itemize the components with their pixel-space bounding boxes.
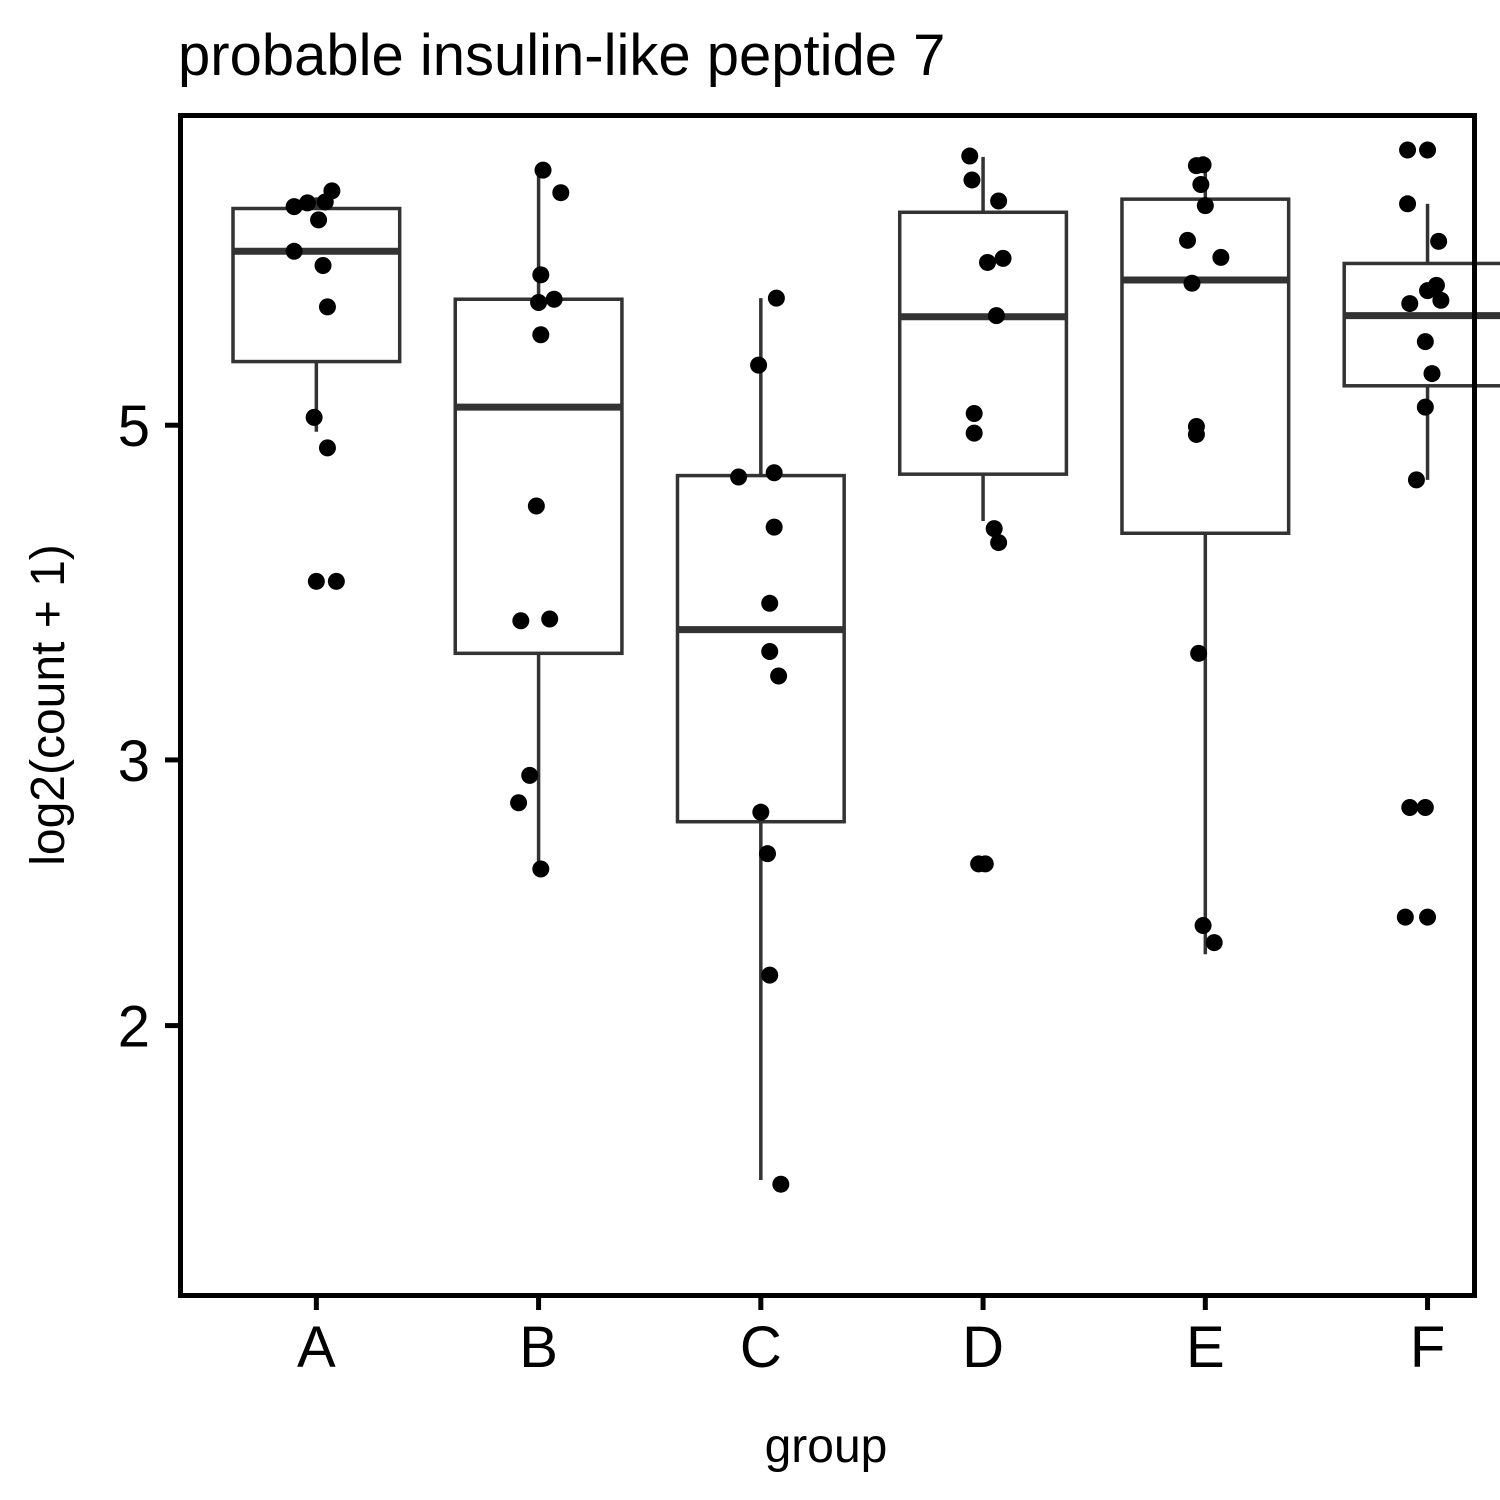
data-point-B-20 (541, 610, 559, 628)
chart-title: probable insulin-like peptide 7 (178, 23, 945, 88)
data-point-B-15 (545, 290, 563, 308)
data-point-A-7 (318, 298, 336, 316)
data-point-F-71 (1407, 471, 1425, 489)
box-A (231, 206, 402, 364)
x-axis: A B C D E F (297, 1294, 1445, 1380)
data-point-A-3 (323, 182, 341, 200)
data-point-F-62 (1399, 195, 1417, 213)
y-tick-label-3: 3 (118, 729, 150, 794)
data-point-F-72 (1401, 798, 1419, 816)
data-point-B-18 (527, 497, 545, 515)
data-point-E-53 (1212, 248, 1230, 266)
data-point-F-65 (1419, 282, 1437, 300)
data-point-A-11 (327, 572, 345, 590)
data-point-B-17 (532, 326, 550, 344)
data-point-F-68 (1416, 333, 1434, 351)
data-point-C-31 (770, 667, 788, 685)
data-point-C-33 (758, 845, 776, 863)
data-point-B-19 (512, 612, 530, 630)
data-point-F-63 (1430, 232, 1448, 250)
points-layer (285, 141, 1450, 1193)
data-point-D-43 (965, 424, 983, 442)
x-axis-title: group (765, 1420, 888, 1473)
boxes-layer (231, 156, 1500, 1181)
data-point-D-39 (979, 253, 997, 271)
x-tick-label-B: B (519, 1315, 558, 1380)
data-point-C-25 (750, 356, 768, 374)
data-point-F-67 (1432, 291, 1450, 309)
data-point-D-47 (976, 855, 994, 873)
data-point-F-73 (1416, 798, 1434, 816)
data-point-B-23 (532, 860, 550, 878)
data-point-B-12 (534, 161, 552, 179)
data-point-F-75 (1419, 908, 1437, 926)
x-tick-label-F: F (1410, 1315, 1445, 1380)
data-point-D-41 (987, 307, 1005, 325)
data-point-B-21 (521, 766, 539, 784)
data-point-C-32 (752, 803, 770, 821)
data-point-D-37 (963, 171, 981, 189)
data-point-F-70 (1416, 398, 1434, 416)
data-point-E-52 (1179, 231, 1197, 249)
data-point-C-29 (761, 594, 779, 612)
box-B (453, 297, 624, 656)
data-point-C-34 (761, 966, 779, 984)
data-point-E-58 (1194, 917, 1212, 935)
y-axis: 2 3 5 (118, 394, 181, 1060)
data-point-E-51 (1196, 197, 1214, 215)
data-point-D-36 (961, 147, 979, 165)
data-point-A-9 (318, 439, 336, 457)
box-E (1120, 197, 1291, 535)
data-point-C-28 (765, 518, 783, 536)
data-point-B-22 (510, 794, 528, 812)
data-point-B-13 (552, 184, 570, 202)
y-tick-label-5: 5 (118, 394, 150, 459)
box-D (897, 210, 1069, 476)
data-point-D-42 (965, 405, 983, 423)
data-point-E-49 (1187, 157, 1205, 175)
data-point-B-16 (530, 293, 548, 311)
data-point-C-26 (730, 468, 748, 486)
data-point-D-40 (994, 249, 1012, 267)
data-point-F-69 (1423, 365, 1441, 383)
data-point-A-5 (285, 242, 303, 260)
data-point-A-8 (305, 408, 323, 426)
y-axis-title: log2(count + 1) (22, 544, 75, 866)
data-point-D-45 (990, 534, 1008, 552)
data-point-A-10 (307, 572, 325, 590)
x-tick-label-D: D (962, 1315, 1004, 1380)
data-point-E-56 (1187, 425, 1205, 443)
data-point-B-14 (532, 266, 550, 284)
data-point-A-1 (298, 194, 316, 212)
data-point-C-30 (761, 642, 779, 660)
y-tick-label-2: 2 (118, 995, 150, 1060)
data-point-C-24 (767, 289, 785, 307)
data-point-E-57 (1190, 644, 1208, 662)
data-point-F-74 (1396, 908, 1414, 926)
data-point-E-50 (1192, 175, 1210, 193)
data-point-C-27 (765, 464, 783, 482)
x-tick-label-C: C (740, 1315, 782, 1380)
data-point-F-66 (1401, 295, 1419, 313)
data-point-A-0 (285, 198, 303, 216)
data-point-A-4 (310, 211, 328, 229)
data-point-F-61 (1419, 141, 1437, 159)
x-tick-label-E: E (1186, 1315, 1225, 1380)
data-point-A-6 (314, 257, 332, 275)
data-point-E-59 (1205, 934, 1223, 952)
x-tick-label-A: A (297, 1315, 336, 1380)
data-point-E-54 (1183, 274, 1201, 292)
box-C (675, 473, 846, 824)
data-point-C-35 (772, 1175, 790, 1193)
plot-panel-border (178, 113, 1477, 1298)
data-point-D-44 (985, 520, 1003, 538)
data-point-F-60 (1399, 141, 1417, 159)
data-point-D-38 (990, 192, 1008, 210)
